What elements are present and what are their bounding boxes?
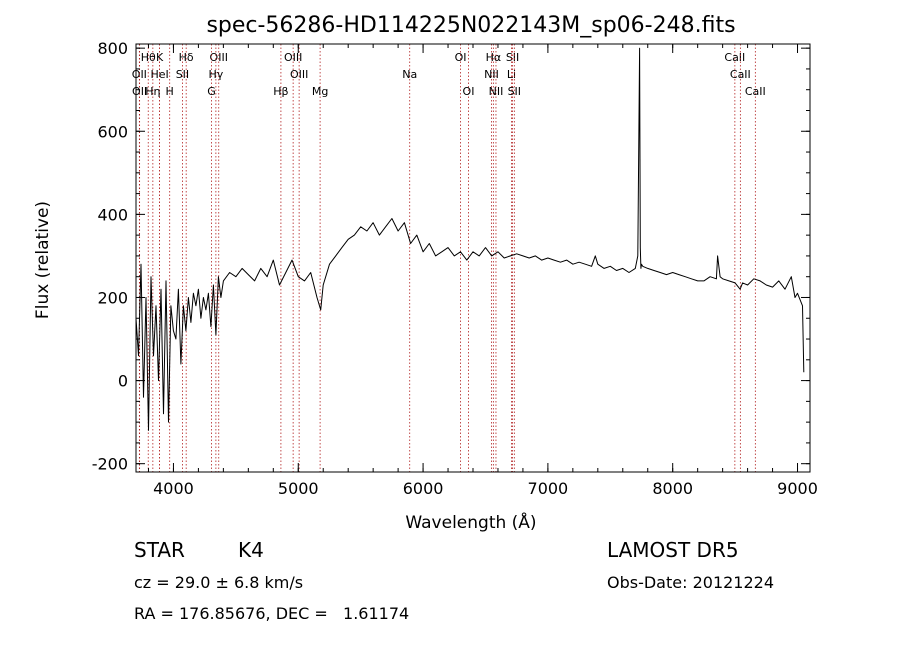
spectral-line-label: Na	[402, 68, 417, 81]
spectral-line-label: SII	[176, 68, 189, 81]
plot-frame	[135, 43, 811, 473]
y-tick-label: 400	[97, 205, 128, 224]
spectral-line-label: OI	[455, 51, 467, 64]
spectral-line-label: Hδ	[179, 51, 194, 64]
chart-title: spec-56286-HD114225N022143M_sp06-248.fit…	[206, 13, 735, 38]
spectral-line-label: NII	[484, 68, 499, 81]
spectral-line-label: HeI	[150, 68, 168, 81]
x-axis: 4000 5000 6000 7000 8000 9000	[147, 44, 818, 498]
object-type: STAR	[134, 538, 185, 562]
spectral-line-label: H	[166, 85, 174, 98]
x-tick-label: 6000	[403, 479, 444, 498]
spectral-line-label: OIII	[210, 51, 228, 64]
y-tick-label: -200	[92, 455, 128, 474]
x-tick-label: 9000	[777, 479, 818, 498]
spectral-line-label: OIII	[290, 68, 308, 81]
y-tick-label: 600	[97, 122, 128, 141]
y-tick-label: 800	[97, 39, 128, 58]
spectrum-line-0	[135, 47, 805, 431]
x-tick-label: 7000	[528, 479, 569, 498]
x-tick-label: 8000	[652, 479, 693, 498]
spectral-line-label: SII	[506, 51, 519, 64]
spectral-subclass: K4	[238, 538, 264, 562]
spectral-line-label: Hθ	[141, 51, 156, 64]
y-axis-label: Flux (relative)	[33, 201, 53, 319]
spectral-line-label: CaII	[745, 85, 766, 98]
coordinates: RA = 176.85676, DEC = 1.61174	[134, 604, 410, 623]
spectral-line-label: CaII	[730, 68, 751, 81]
x-axis-label: Wavelength (Å)	[405, 511, 536, 533]
spectral-line-label: OI	[463, 85, 475, 98]
spectral-line-label: Hα	[486, 51, 502, 64]
spectral-line-label: Hβ	[273, 85, 288, 98]
y-tick-label: 200	[97, 288, 128, 307]
x-tick-label: 4000	[153, 479, 194, 498]
spectral-line-label: Mg	[312, 85, 328, 98]
spectral-line-label: K	[156, 51, 164, 64]
spectral-line-label: Li	[507, 68, 516, 81]
spectral-line-label: NII	[489, 85, 504, 98]
x-tick-label: 5000	[278, 479, 319, 498]
spectral-line-label: Hγ	[208, 68, 223, 81]
spectrum-series	[135, 47, 805, 431]
spectral-line-label: SII	[508, 85, 521, 98]
spectral-line-label: Hη	[145, 85, 160, 98]
y-tick-label: 0	[118, 372, 128, 391]
redshift-value: cz = 29.0 ± 6.8 km/s	[134, 573, 304, 592]
y-axis: -200 0 200 400 600 800	[92, 39, 810, 474]
spectral-line-label: OIII	[284, 51, 302, 64]
spectral-line-label: G	[207, 85, 216, 98]
spectral-line-label: CaII	[724, 51, 745, 64]
survey-name: LAMOST DR5	[607, 538, 739, 562]
observation-date: Obs-Date: 20121224	[607, 573, 775, 592]
